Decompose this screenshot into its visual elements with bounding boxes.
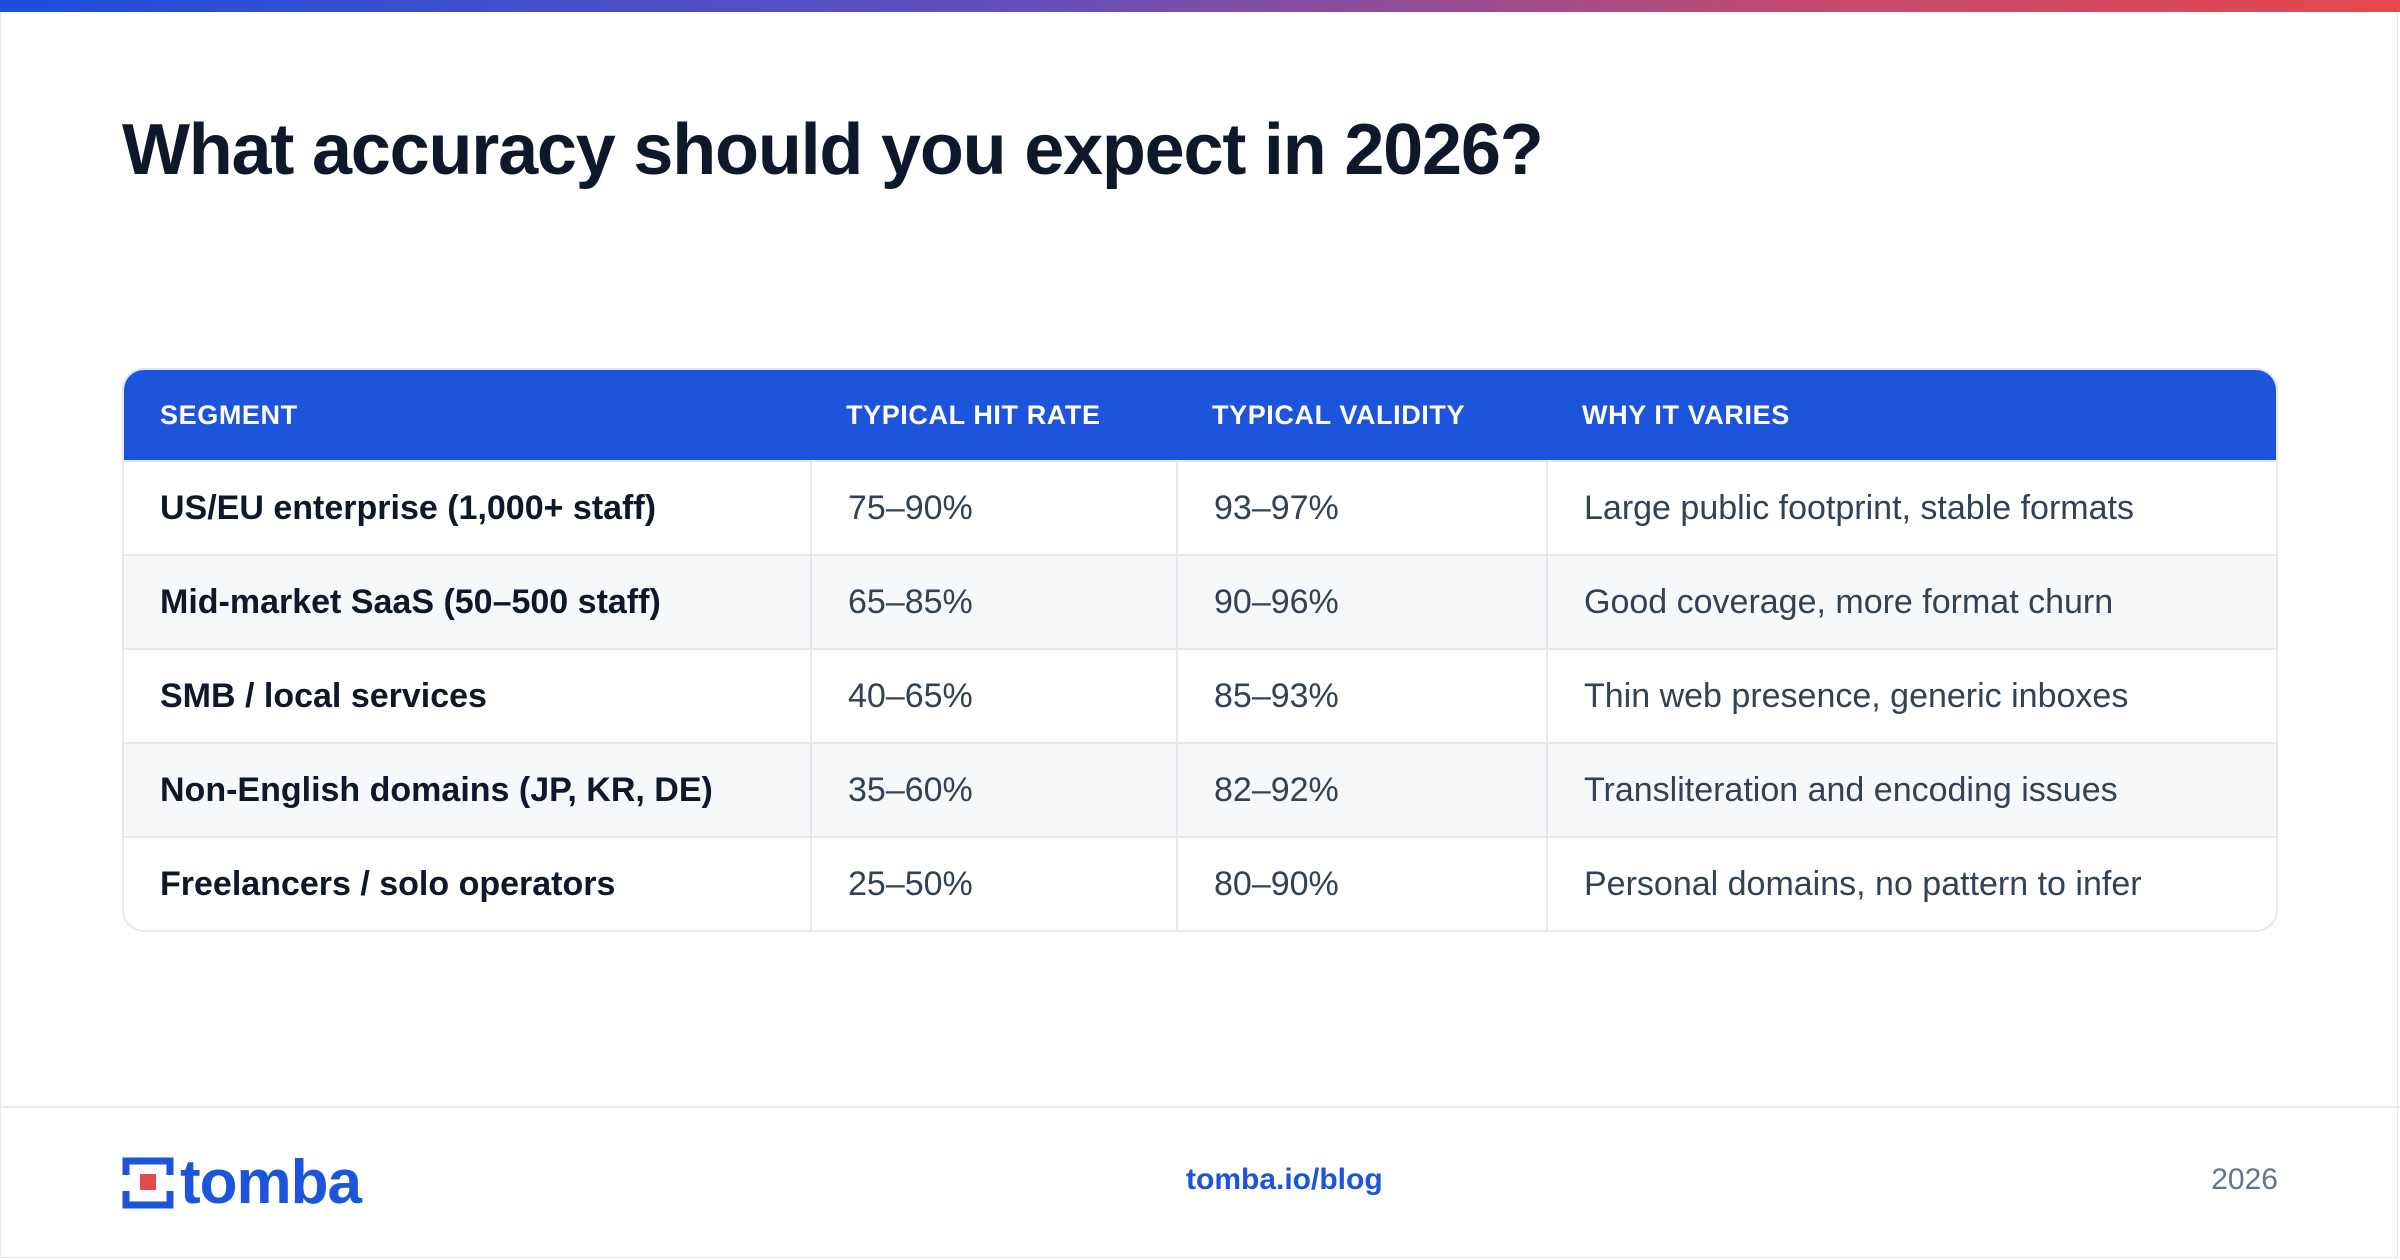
cell-hit-rate: 65–85%	[810, 556, 1176, 648]
gradient-top-bar	[0, 0, 2400, 12]
cell-segment: SMB / local services	[160, 676, 487, 715]
accuracy-table: SEGMENT TYPICAL HIT RATE TYPICAL VALIDIT…	[122, 368, 2278, 932]
header-segment: SEGMENT	[160, 399, 298, 430]
cell-hit-rate: 75–90%	[810, 462, 1176, 554]
cell-validity: 90–96%	[1176, 556, 1546, 648]
table-header: SEGMENT TYPICAL HIT RATE TYPICAL VALIDIT…	[124, 370, 2276, 460]
cell-why: Transliteration and encoding issues	[1546, 744, 2276, 836]
table-row: Freelancers / solo operators 25–50% 80–9…	[124, 836, 2276, 930]
cell-validity: 93–97%	[1176, 462, 1546, 554]
cell-segment: Freelancers / solo operators	[160, 864, 616, 903]
cell-validity: 85–93%	[1176, 650, 1546, 742]
table-row: US/EU enterprise (1,000+ staff) 75–90% 9…	[124, 460, 2276, 554]
cell-why: Thin web presence, generic inboxes	[1546, 650, 2276, 742]
footer-divider	[0, 1106, 2400, 1108]
cell-why: Personal domains, no pattern to infer	[1546, 838, 2276, 930]
cell-why: Large public footprint, stable formats	[1546, 462, 2276, 554]
table-row: Mid-market SaaS (50–500 staff) 65–85% 90…	[124, 554, 2276, 648]
cell-hit-rate: 25–50%	[810, 838, 1176, 930]
cell-hit-rate: 35–60%	[810, 744, 1176, 836]
cell-segment: Mid-market SaaS (50–500 staff)	[160, 582, 661, 621]
cell-validity: 80–90%	[1176, 838, 1546, 930]
cell-validity: 82–92%	[1176, 744, 1546, 836]
header-validity: TYPICAL VALIDITY	[1212, 399, 1466, 430]
table-row: Non-English domains (JP, KR, DE) 35–60% …	[124, 742, 2276, 836]
table-row: SMB / local services 40–65% 85–93% Thin …	[124, 648, 2276, 742]
logo-wordmark: tomba	[180, 1148, 362, 1217]
tomba-logo-icon	[122, 1157, 174, 1209]
header-hit-rate: TYPICAL HIT RATE	[846, 399, 1101, 430]
cell-segment: US/EU enterprise (1,000+ staff)	[160, 488, 657, 527]
header-why-it-varies: WHY IT VARIES	[1582, 399, 1790, 430]
cell-hit-rate: 40–65%	[810, 650, 1176, 742]
cell-segment: Non-English domains (JP, KR, DE)	[160, 770, 713, 809]
footer-year: 2026	[2211, 1163, 2278, 1196]
blog-link[interactable]: tomba.io/blog	[1186, 1163, 1383, 1196]
page-title: What accuracy should you expect in 2026?	[122, 110, 1544, 190]
tomba-logo[interactable]: tomba	[122, 1148, 362, 1217]
cell-why: Good coverage, more format churn	[1546, 556, 2276, 648]
